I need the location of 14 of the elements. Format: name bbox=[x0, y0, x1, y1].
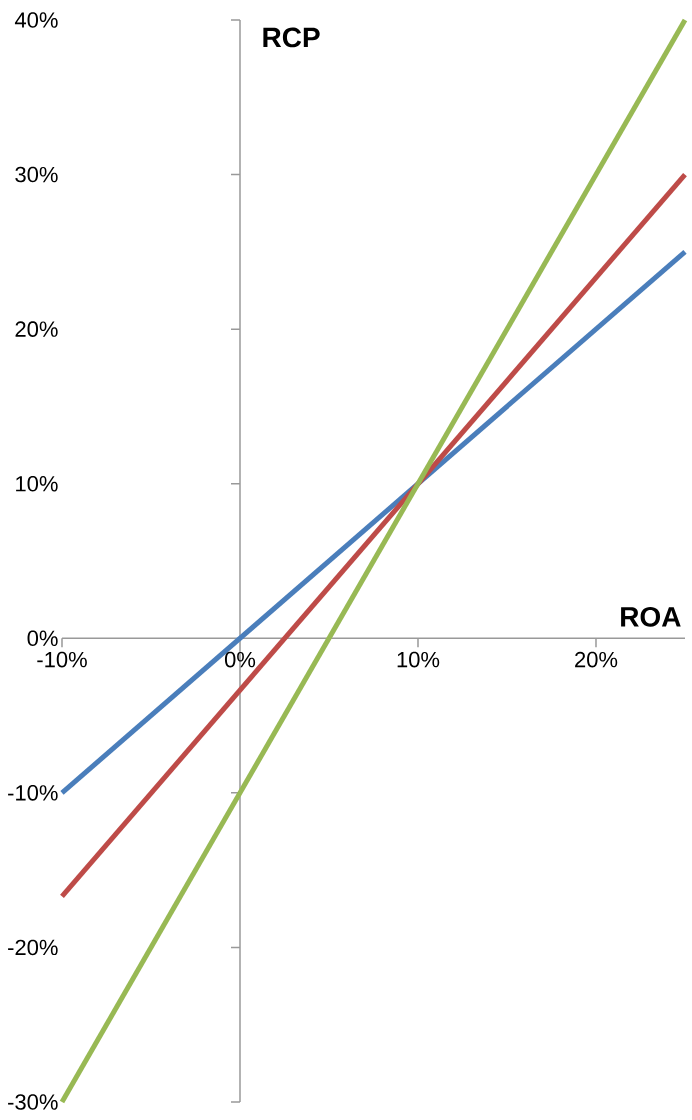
x-tick-label: 0% bbox=[224, 651, 256, 668]
y-tick-label: -30% bbox=[8, 1094, 58, 1110]
y-tick-label: 30% bbox=[15, 166, 58, 183]
x-tick-label: 10% bbox=[397, 651, 440, 668]
y-tick-label: 0% bbox=[27, 630, 58, 647]
y-tick-label: -10% bbox=[8, 785, 58, 801]
y-tick-label: 10% bbox=[16, 475, 58, 492]
x-axis-title: ROA bbox=[621, 606, 681, 627]
y-tick-label: 20% bbox=[15, 321, 58, 337]
y-tick-label: 40% bbox=[14, 12, 58, 28]
x-tick-label: 20% bbox=[575, 651, 618, 668]
y-axis-title: RCP bbox=[263, 27, 320, 48]
x-tick-label: -10% bbox=[37, 651, 87, 668]
y-tick-label: -20% bbox=[8, 939, 58, 956]
